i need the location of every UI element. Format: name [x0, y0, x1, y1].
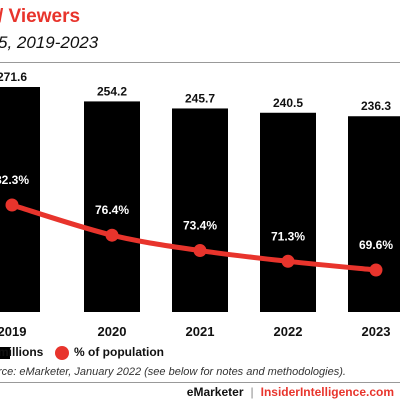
footer-divider — [0, 382, 400, 383]
x-tick-2020: 2020 — [98, 324, 127, 339]
percent-label-2023: 69.6% — [359, 238, 393, 252]
bar-label-2020: 254.2 — [97, 84, 127, 98]
footer: eMarketer | InsiderIntelligence.com — [187, 385, 394, 399]
percent-points — [5, 198, 383, 277]
bar-2022 — [260, 112, 316, 312]
bar-series — [0, 87, 400, 313]
bar-label-2019: 271.6 — [0, 70, 27, 84]
footer-site-link[interactable]: InsiderIntelligence.com — [260, 385, 394, 399]
chart-title: / Viewers — [0, 6, 81, 27]
header-divider — [0, 62, 400, 63]
legend-swatch-bar — [0, 347, 10, 359]
legend-label-percent: % of population — [74, 345, 164, 359]
legend-swatch-dot — [55, 346, 69, 360]
footer-brand: eMarketer — [186, 385, 244, 399]
footer-separator: | — [250, 385, 254, 399]
percent-point-2023 — [369, 263, 383, 277]
bar-label-2022: 240.5 — [273, 96, 303, 110]
bar-label-2021: 245.7 — [185, 91, 215, 105]
chart-subtitle: 5, 2019-2023 — [0, 33, 99, 52]
percent-point-2019 — [5, 198, 19, 212]
percent-value-labels: 82.3% 76.4% 73.4% 71.3% 69.6% — [0, 173, 393, 252]
bar-2023 — [348, 116, 400, 312]
percent-label-2019: 82.3% — [0, 173, 29, 187]
bar-2021 — [172, 108, 228, 313]
percent-point-2022 — [281, 254, 295, 268]
percent-point-2020 — [105, 228, 119, 242]
percent-label-2022: 71.3% — [271, 229, 305, 243]
x-axis-tick-labels: 2019 2020 2021 2022 2023 — [0, 324, 390, 339]
bar-label-2023: 236.3 — [361, 99, 391, 113]
source-note: rce: eMarketer, January 2022 (see below … — [0, 366, 346, 378]
percent-label-2021: 73.4% — [183, 219, 217, 233]
legend-label-millions: millions — [0, 345, 44, 359]
bar-2019 — [0, 87, 40, 312]
bar-2020 — [84, 101, 140, 312]
bar-value-labels: 271.6 254.2 245.7 240.5 236.3 — [0, 70, 391, 113]
x-tick-2021: 2021 — [186, 324, 215, 339]
percent-point-2021 — [193, 244, 207, 258]
percent-label-2020: 76.4% — [95, 203, 129, 217]
x-tick-2022: 2022 — [274, 324, 303, 339]
x-tick-2019: 2019 — [0, 324, 26, 339]
x-tick-2023: 2023 — [362, 324, 391, 339]
